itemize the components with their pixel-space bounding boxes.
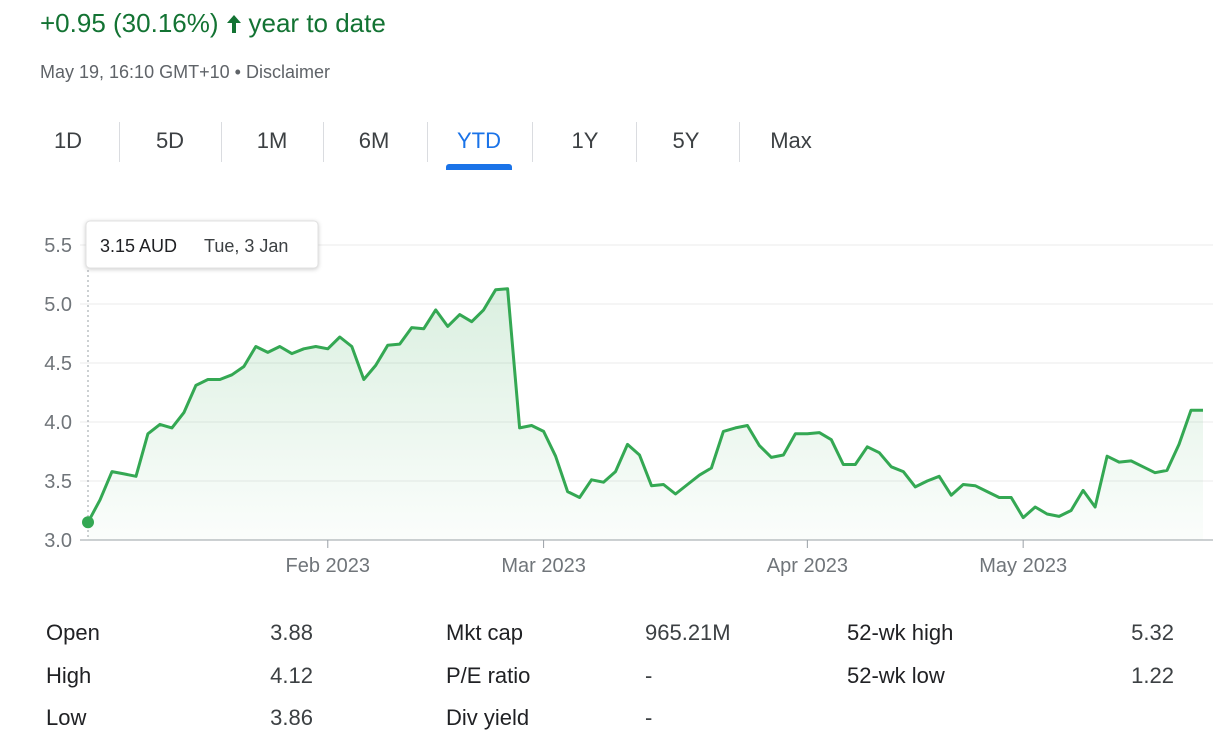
tab-separator — [636, 122, 637, 162]
x-tick-label: Apr 2023 — [767, 555, 848, 577]
up-arrow — [226, 14, 241, 33]
tab-separator — [739, 122, 740, 162]
tooltip: 3.15 AUD Tue, 3 Jan — [85, 220, 319, 269]
stat-value: 3.86 — [270, 705, 313, 730]
tab-separator — [532, 122, 533, 162]
x-tick-label: Feb 2023 — [286, 555, 371, 577]
stat-label: P/E ratio — [446, 663, 531, 688]
stat-label: 52-wk low — [847, 663, 945, 688]
timestamp-line: May 19, 16:10 GMT+10 • Disclaimer — [40, 62, 330, 83]
range-tab[interactable]: 1D — [53, 128, 83, 153]
disclaimer[interactable]: Disclaimer — [245, 62, 330, 82]
change-header: +0.95 (30.16%) year to date — [40, 8, 386, 39]
x-tick-label: Mar 2023 — [501, 555, 586, 577]
range-tab[interactable]: YTD — [457, 128, 501, 153]
y-tick-label: 5.5 — [44, 235, 72, 257]
stat-value: - — [645, 663, 653, 688]
tab-separator — [221, 122, 222, 162]
range-tab[interactable]: Max — [770, 128, 812, 153]
tab-indicator — [446, 164, 512, 170]
range-tab[interactable]: 6M — [358, 128, 390, 153]
stat-label: Open — [46, 620, 100, 645]
chart: 3.0 3.5 4.0 4.5 5.0 5.5 Feb 2023 Mar 2023 Apr 20… — [44, 220, 1213, 577]
y-tick-label: 3.0 — [44, 530, 72, 552]
stat-label: Low — [46, 705, 87, 730]
range-tab[interactable]: 1Y — [571, 128, 599, 153]
period: year to date — [248, 8, 386, 38]
area — [88, 288, 1203, 540]
stat-label: High — [46, 663, 92, 688]
price-line — [86, 287, 1203, 524]
range-tab[interactable]: 5Y — [672, 128, 700, 153]
stat-label: Mkt cap — [446, 620, 524, 645]
change: +0.95 (30.16%) — [40, 8, 219, 38]
tooltip-date: Tue, 3 Jan — [204, 236, 288, 256]
y-tick-label: 5.0 — [44, 294, 72, 316]
x-tick-label: May 2023 — [979, 555, 1067, 577]
stat-label: 52-wk high — [847, 620, 954, 645]
timestamp: May 19, 16:10 GMT+10 — [40, 62, 230, 82]
stat-value: 965.21M — [645, 620, 731, 645]
stat-value: 5.32 — [1131, 620, 1174, 645]
range-tab[interactable]: 1M — [256, 128, 288, 153]
y-tick-label: 4.5 — [44, 353, 72, 375]
hover-point — [82, 516, 94, 529]
stat-value: 1.22 — [1131, 663, 1174, 688]
y-tick-label: 4.0 — [44, 412, 72, 434]
tooltip-price: 3.15 AUD — [100, 236, 177, 256]
tooltip-box — [85, 220, 319, 269]
range-tab[interactable]: 5D — [155, 128, 185, 153]
stat-label: Div yield — [446, 705, 530, 730]
tab-separator — [323, 122, 324, 162]
separator: • — [234, 62, 241, 82]
stat-value: 4.12 — [270, 663, 313, 688]
stat-value: - — [645, 705, 653, 730]
tab-separator — [119, 122, 120, 162]
tab-separator — [427, 122, 428, 162]
y-tick-label: 3.5 — [44, 471, 72, 493]
stat-value: 3.88 — [270, 620, 313, 645]
